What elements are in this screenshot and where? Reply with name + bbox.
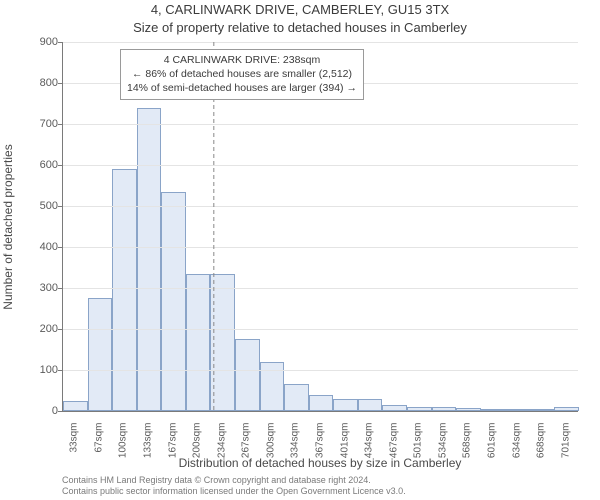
xtick-label: 167sqm — [167, 423, 178, 473]
ytick-label: 100 — [18, 364, 58, 376]
annotation-line: 4 CARLINWARK DRIVE: 238sqm — [127, 53, 357, 67]
footer-line-2: Contains public sector information licen… — [62, 486, 578, 497]
xtick-label: 300sqm — [265, 423, 276, 473]
xtick-label: 568sqm — [462, 423, 473, 473]
xtick-label: 601sqm — [487, 423, 498, 473]
chart-subtitle: Size of property relative to detached ho… — [0, 20, 600, 35]
xtick-label: 467sqm — [388, 423, 399, 473]
xtick-label: 67sqm — [93, 423, 104, 473]
ytick-label: 800 — [18, 77, 58, 89]
annotation-line: ← 86% of detached houses are smaller (2,… — [127, 67, 357, 81]
xtick-label: 234sqm — [216, 423, 227, 473]
xtick-label: 668sqm — [536, 423, 547, 473]
xtick-label: 100sqm — [118, 423, 129, 473]
ytick-label: 200 — [18, 323, 58, 335]
xtick-label: 133sqm — [143, 423, 154, 473]
chart-container: 4, CARLINWARK DRIVE, CAMBERLEY, GU15 3TX… — [0, 0, 600, 500]
ytick-label: 600 — [18, 159, 58, 171]
xtick-label: 334sqm — [290, 423, 301, 473]
footer-line-1: Contains HM Land Registry data © Crown c… — [62, 475, 578, 486]
xtick-label: 33sqm — [69, 423, 80, 473]
xtick-label: 367sqm — [315, 423, 326, 473]
xtick-label: 634sqm — [511, 423, 522, 473]
xtick-label: 401sqm — [339, 423, 350, 473]
ytick-label: 700 — [18, 118, 58, 130]
xtick-label: 534sqm — [437, 423, 448, 473]
ytick-label: 500 — [18, 200, 58, 212]
ytick-label: 900 — [18, 36, 58, 48]
ytick-label: 0 — [18, 405, 58, 417]
xtick-label: 501sqm — [413, 423, 424, 473]
footer-attribution: Contains HM Land Registry data © Crown c… — [62, 475, 578, 497]
ytick-label: 300 — [18, 282, 58, 294]
ytick-label: 400 — [18, 241, 58, 253]
xtick-label: 267sqm — [241, 423, 252, 473]
xtick-label: 701sqm — [560, 423, 571, 473]
ytick-mark — [58, 411, 63, 412]
xtick-label: 434sqm — [364, 423, 375, 473]
y-axis-label: Number of detached properties — [1, 144, 15, 309]
chart-title-address: 4, CARLINWARK DRIVE, CAMBERLEY, GU15 3TX — [0, 2, 600, 17]
annotation-line: 14% of semi-detached houses are larger (… — [127, 81, 357, 95]
xtick-label: 200sqm — [192, 423, 203, 473]
annotation-box: 4 CARLINWARK DRIVE: 238sqm← 86% of detac… — [120, 49, 364, 100]
